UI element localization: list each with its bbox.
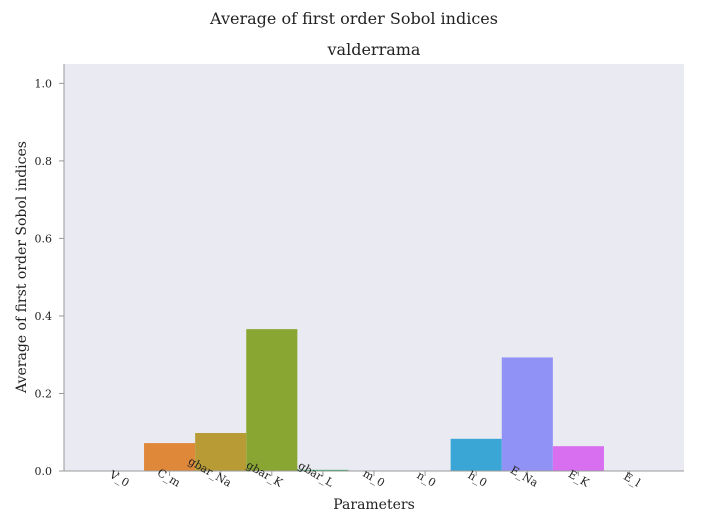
figure-suptitle: Average of first order Sobol indices — [209, 9, 498, 28]
y-tick-label: 0.0 — [35, 465, 53, 478]
x-tick-label-n-0: n_0 — [415, 469, 438, 490]
x-tick-label-e-l: E_l — [621, 470, 643, 490]
y-tick-label: 0.8 — [35, 155, 53, 168]
x-axis-label: Parameters — [333, 497, 415, 513]
y-tick-label: 0.6 — [35, 232, 53, 245]
bar-gbar-na — [195, 433, 247, 471]
bar-gbar-l — [297, 469, 349, 471]
chart-title: valderrama — [327, 40, 421, 59]
plot-area — [64, 64, 684, 471]
bar-e-k — [552, 446, 604, 471]
bar-h-0 — [450, 438, 502, 471]
y-tick-label: 0.2 — [35, 387, 53, 400]
x-tick-label-h-0: h_0 — [466, 469, 489, 490]
bar-gbar-k — [246, 329, 298, 471]
bar-e-na — [501, 357, 553, 471]
y-axis-label: Average of first order Sobol indices — [14, 141, 30, 394]
y-tick-label: 1.0 — [35, 77, 53, 90]
bars-group — [144, 329, 604, 471]
y-tick-label: 0.4 — [35, 310, 53, 323]
bar-c-m — [144, 443, 196, 471]
y-ticks-group: 0.0 0.2 0.4 0.6 0.8 1.0 — [35, 77, 64, 478]
